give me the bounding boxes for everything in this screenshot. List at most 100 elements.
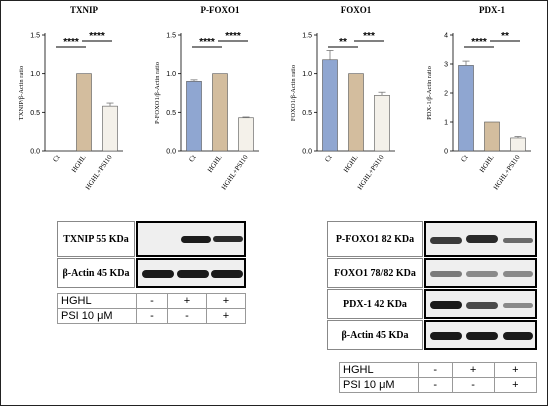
blot-image-txnip [136,221,246,257]
blot-band [430,271,462,277]
x-tick-label: HGHL [206,154,224,175]
y-axis-label: TXNIP/β-Actin ratio [18,66,25,120]
blot-label-beta-actin-right: β-Actin 45 KDa [327,320,423,350]
y-tick-label: 1.5 [30,33,40,40]
chart-p-foxo1: P-FOXO1 0.0 0.5 1.0 1.5 P-FOXO1/β-Actin ratio… [141,1,271,201]
bar [322,59,338,152]
y-axis-label: P-FOXO1/β-Actin ratio [154,62,161,124]
x-tick-label: HGHL+PSI10 [84,153,114,191]
condition-mark: - [136,308,168,324]
significance-label: *** [363,31,375,42]
blot-image-pdx-1 [424,289,537,319]
blot-band [503,332,533,340]
y-tick-label: 1.0 [302,71,312,78]
x-tick-label: HGHL [70,154,88,175]
significance-label: ** [339,37,347,48]
x-tick-label: HGHL+PSI10 [220,153,250,191]
y-tick-label: 2 [444,91,448,98]
condition-mark: - [166,308,207,324]
x-tick-label: Ct [323,154,333,164]
x-tick-label: Ct [459,154,469,164]
condition-row: PSI 10 μM - - + [339,377,538,393]
blot-label-beta-actin: β-Actin 45 KDa [57,258,135,288]
condition-mark: - [418,377,453,393]
chart-foxo1: FOXO1 0.0 0.5 1.0 1.5 FOXO1/β-Actin ratio Ct HG… [277,1,407,201]
x-tick-label: Ct [51,154,61,164]
chart-title: PDX-1 [479,5,505,15]
blot-band [181,236,211,243]
y-tick-label: 1.0 [30,71,40,78]
y-tick-label: 1.5 [166,33,176,40]
bar [76,73,92,152]
bar [458,65,474,152]
blot-label-txnip: TXNIP 55 KDa [57,221,135,257]
chart-svg: P-FOXO1 0.0 0.5 1.0 1.5 P-FOXO1/β-Actin ratio… [154,5,259,191]
chart-title: FOXO1 [341,5,372,15]
y-tick-label: 4 [444,33,448,40]
blot-label-foxo1: FOXO1 78/82 KDa [327,258,423,288]
bar [238,117,254,152]
condition-mark: + [493,362,538,378]
condition-mark: + [205,308,247,324]
bar [484,121,500,152]
bar [212,73,228,152]
blot-label-p-foxo1: P-FOXO1 82 KDa [327,221,423,257]
condition-name: PSI 10 μM [57,308,137,324]
y-tick-label: 0.0 [302,149,312,156]
blot-band [503,271,533,277]
condition-mark: + [493,377,538,393]
y-tick-label: 0.0 [166,149,176,156]
condition-row: HGHL - + + [57,293,247,309]
chart-svg: TXNIP 0.0 0.5 1.0 1.5 TXNIP/β-Actin ratio Ct HG… [18,5,123,191]
y-tick-label: 3 [444,62,448,69]
significance-label: **** [199,37,215,48]
condition-row: PSI 10 μM - - + [57,308,247,324]
blot-band [430,332,462,340]
right-conditions-table: HGHL - + + PSI 10 μM - - + [339,362,538,393]
bar [102,105,118,152]
condition-name: PSI 10 μM [339,377,419,393]
blot-band [466,332,498,340]
blot-band [142,270,174,278]
blot-band [211,270,243,278]
condition-mark: - [451,377,495,393]
significance-label: **** [471,37,487,48]
blot-label-pdx-1: PDX-1 42 KDa [327,289,423,319]
bar [510,137,526,152]
blot-band [503,238,533,243]
bar [374,95,390,152]
y-tick-label: 0 [444,149,448,156]
blot-image-beta-actin-right [424,320,537,350]
blot-band [430,237,462,244]
blot-band [466,271,498,277]
y-axis-label: PDX-1/β-Actin ratio [426,66,433,120]
y-tick-label: 0.5 [166,110,176,117]
condition-mark: + [205,293,247,309]
blot-band [466,235,498,243]
bar [186,81,202,152]
y-tick-label: 0.5 [30,110,40,117]
chart-svg: FOXO1 0.0 0.5 1.0 1.5 FOXO1/β-Actin ratio Ct HG… [290,5,395,191]
blot-image-p-foxo1 [424,221,537,257]
y-tick-label: 1.5 [302,33,312,40]
y-axis-label: FOXO1/β-Actin ratio [290,65,297,121]
condition-row: HGHL - + + [339,362,538,378]
y-tick-label: 0.0 [30,149,40,156]
left-conditions-table: HGHL - + + PSI 10 μM - - + [57,293,247,324]
x-tick-label: Ct [187,154,197,164]
blot-band [213,236,243,242]
blot-image-foxo1 [424,258,537,288]
y-tick-label: 1 [444,120,448,127]
blot-band [466,302,498,309]
significance-label: **** [89,31,105,42]
x-tick-label: HGHL+PSI10 [356,153,386,191]
blot-band [430,301,462,309]
y-tick-label: 1.0 [166,71,176,78]
condition-name: HGHL [57,293,137,309]
condition-mark: + [451,362,495,378]
condition-mark: - [418,362,453,378]
chart-pdx-1: PDX-1 0 1 2 3 4 PDX-1/β-Actin ratio Ct HGHL HGHL+… [413,1,543,201]
chart-title: TXNIP [70,5,99,15]
chart-title: P-FOXO1 [201,5,240,15]
